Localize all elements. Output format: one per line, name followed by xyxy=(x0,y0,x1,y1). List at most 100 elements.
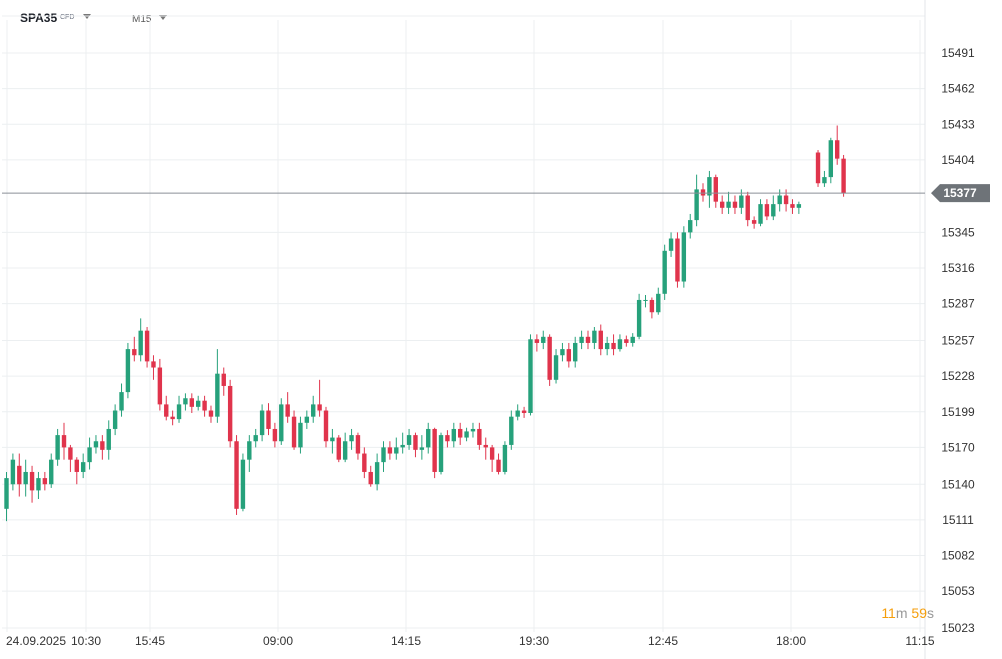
candle xyxy=(247,435,252,472)
candle-body xyxy=(368,471,373,485)
candle-body xyxy=(758,204,763,224)
current-price-badge xyxy=(931,184,990,203)
candle-body xyxy=(841,158,846,194)
candle xyxy=(87,437,92,470)
candle xyxy=(215,349,220,423)
candle xyxy=(164,395,169,421)
candle xyxy=(649,297,655,319)
candle-body xyxy=(579,336,584,343)
candle xyxy=(227,379,233,448)
candle-body xyxy=(17,465,22,485)
candle xyxy=(240,453,246,512)
candle-body xyxy=(592,330,597,343)
candle xyxy=(151,355,156,380)
candle-layer xyxy=(4,125,846,522)
candle xyxy=(643,295,648,308)
candle-body xyxy=(202,400,207,411)
candle xyxy=(521,406,527,418)
x-tick-label: 15:45 xyxy=(135,634,165,648)
candle-body xyxy=(771,204,776,217)
candle xyxy=(828,137,834,184)
candle-body xyxy=(304,416,310,423)
current-price-layer: 15377 xyxy=(2,184,990,203)
candle-body xyxy=(240,459,246,509)
x-tick-label: 09:00 xyxy=(263,634,293,648)
candle-body xyxy=(719,201,725,208)
candle-body xyxy=(509,416,514,445)
candle-body xyxy=(23,471,28,485)
candle-body xyxy=(502,444,508,472)
candle xyxy=(751,216,757,229)
candle-body xyxy=(662,250,667,294)
candle xyxy=(681,226,687,288)
candle xyxy=(349,428,354,450)
candle-body xyxy=(374,462,380,485)
candle-body xyxy=(119,392,124,411)
candle-body xyxy=(93,441,99,448)
x-tick-label: 10:30 xyxy=(71,634,101,648)
x-tick-label: 19:30 xyxy=(519,634,549,648)
candle-body xyxy=(317,404,322,411)
candle xyxy=(413,432,418,458)
candle-body xyxy=(330,437,335,442)
candle xyxy=(106,420,111,460)
candle xyxy=(457,422,463,445)
candle xyxy=(189,393,195,413)
candle-body xyxy=(566,349,572,362)
candle xyxy=(157,358,163,411)
candle xyxy=(374,453,380,491)
candle-body xyxy=(4,478,9,509)
grid-layer xyxy=(2,0,926,659)
candle xyxy=(688,213,693,239)
candle xyxy=(74,457,79,485)
candle-body xyxy=(49,459,54,485)
candle xyxy=(144,326,150,368)
candle xyxy=(100,435,105,460)
candle-body xyxy=(355,435,361,454)
candle xyxy=(42,471,48,491)
candle-body xyxy=(732,201,738,208)
candle-body xyxy=(541,336,546,343)
candle-body xyxy=(29,471,35,491)
timeframe-selector[interactable]: M15 xyxy=(132,14,152,25)
candle-body xyxy=(80,462,86,472)
candle-body xyxy=(726,201,731,208)
candle xyxy=(566,342,572,368)
candle-body xyxy=(400,444,405,448)
candle-body xyxy=(489,447,495,460)
y-tick-label: 15491 xyxy=(941,46,975,60)
candle-body xyxy=(796,204,802,208)
candle-body xyxy=(713,177,718,202)
instrument-symbol[interactable]: SPA35 xyxy=(20,11,58,25)
candle-body xyxy=(132,349,137,356)
candle-body xyxy=(394,447,399,454)
candle xyxy=(298,416,303,454)
candle xyxy=(483,437,488,460)
candle xyxy=(675,232,680,288)
candle-body xyxy=(253,435,258,442)
candle xyxy=(560,342,565,362)
candle-body xyxy=(55,435,60,460)
candle-body xyxy=(285,404,290,417)
candle xyxy=(732,195,738,214)
candle-body xyxy=(636,299,642,337)
candle xyxy=(323,406,329,448)
candle xyxy=(49,453,54,488)
candle xyxy=(470,422,476,438)
timeframe-chevron-down-icon[interactable] xyxy=(159,15,167,20)
y-tick-label: 15287 xyxy=(941,297,975,311)
y-axis: 15491 15462 15433 15404 15345 15316 15287 15257… xyxy=(941,46,975,635)
y-tick-label: 15053 xyxy=(941,584,975,598)
candle xyxy=(534,334,540,352)
candle xyxy=(234,435,239,515)
candle-body xyxy=(151,361,156,368)
candle-body xyxy=(272,428,278,442)
candle-body xyxy=(688,220,693,233)
y-tick-label: 15170 xyxy=(941,440,975,454)
candle-body xyxy=(42,478,48,485)
candle-body xyxy=(413,435,418,450)
candle xyxy=(170,410,175,426)
candle-body xyxy=(585,336,591,343)
candle-body xyxy=(668,238,674,251)
